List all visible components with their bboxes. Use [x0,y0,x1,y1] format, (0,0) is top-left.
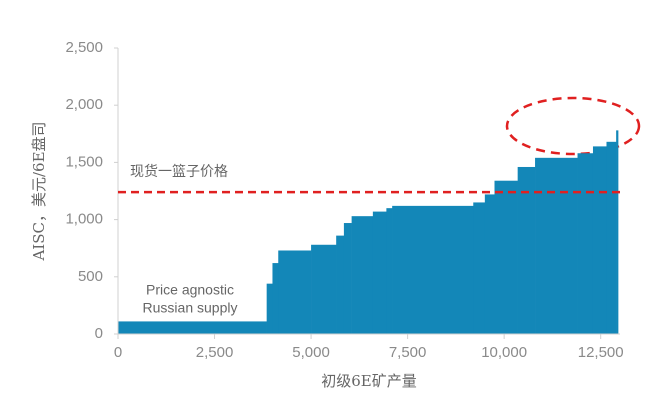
step-bar [616,130,619,334]
x-tick-label: 10,000 [481,344,527,361]
step-bar [272,263,279,334]
y-tick-label: 2,000 [65,96,103,113]
reference-label: 现货一篮子价格 [130,163,228,179]
y-axis-title: AISC，美元/6E盘司 [30,121,48,261]
x-tick-label: 12,500 [578,344,624,361]
y-tick-label: 500 [78,268,103,285]
x-tick-label: 0 [114,344,122,361]
y-tick-label: 2,500 [65,39,103,56]
step-bar [592,146,607,334]
step-bar [343,223,352,334]
step-bar [311,244,337,334]
step-bar [336,235,345,334]
step-bar [535,157,578,334]
x-tick-label: 5,000 [292,344,330,361]
annotation-line: Price agnostic [146,282,234,298]
step-bar [606,141,617,334]
x-axis-title: 初级6E矿产量 [321,372,417,390]
y-tick-label: 1,500 [65,153,103,170]
step-bar [351,216,374,334]
step-bar [517,166,536,334]
step-bar [278,250,312,334]
step-bar [386,208,393,334]
step-bar [494,180,518,334]
step-bar [473,202,486,334]
y-tick-label: 0 [95,325,103,342]
step-bar [266,283,273,334]
annotation-line: Russian supply [143,300,238,316]
step-bar [484,194,495,334]
x-tick-label: 2,500 [196,344,234,361]
step-bar [577,153,594,334]
step-bar [372,211,387,334]
step-bar [392,205,474,334]
highlight-ellipse [505,96,641,156]
y-tick-label: 1,000 [65,211,103,228]
step-bar [118,321,267,334]
x-tick-label: 7,500 [389,344,427,361]
